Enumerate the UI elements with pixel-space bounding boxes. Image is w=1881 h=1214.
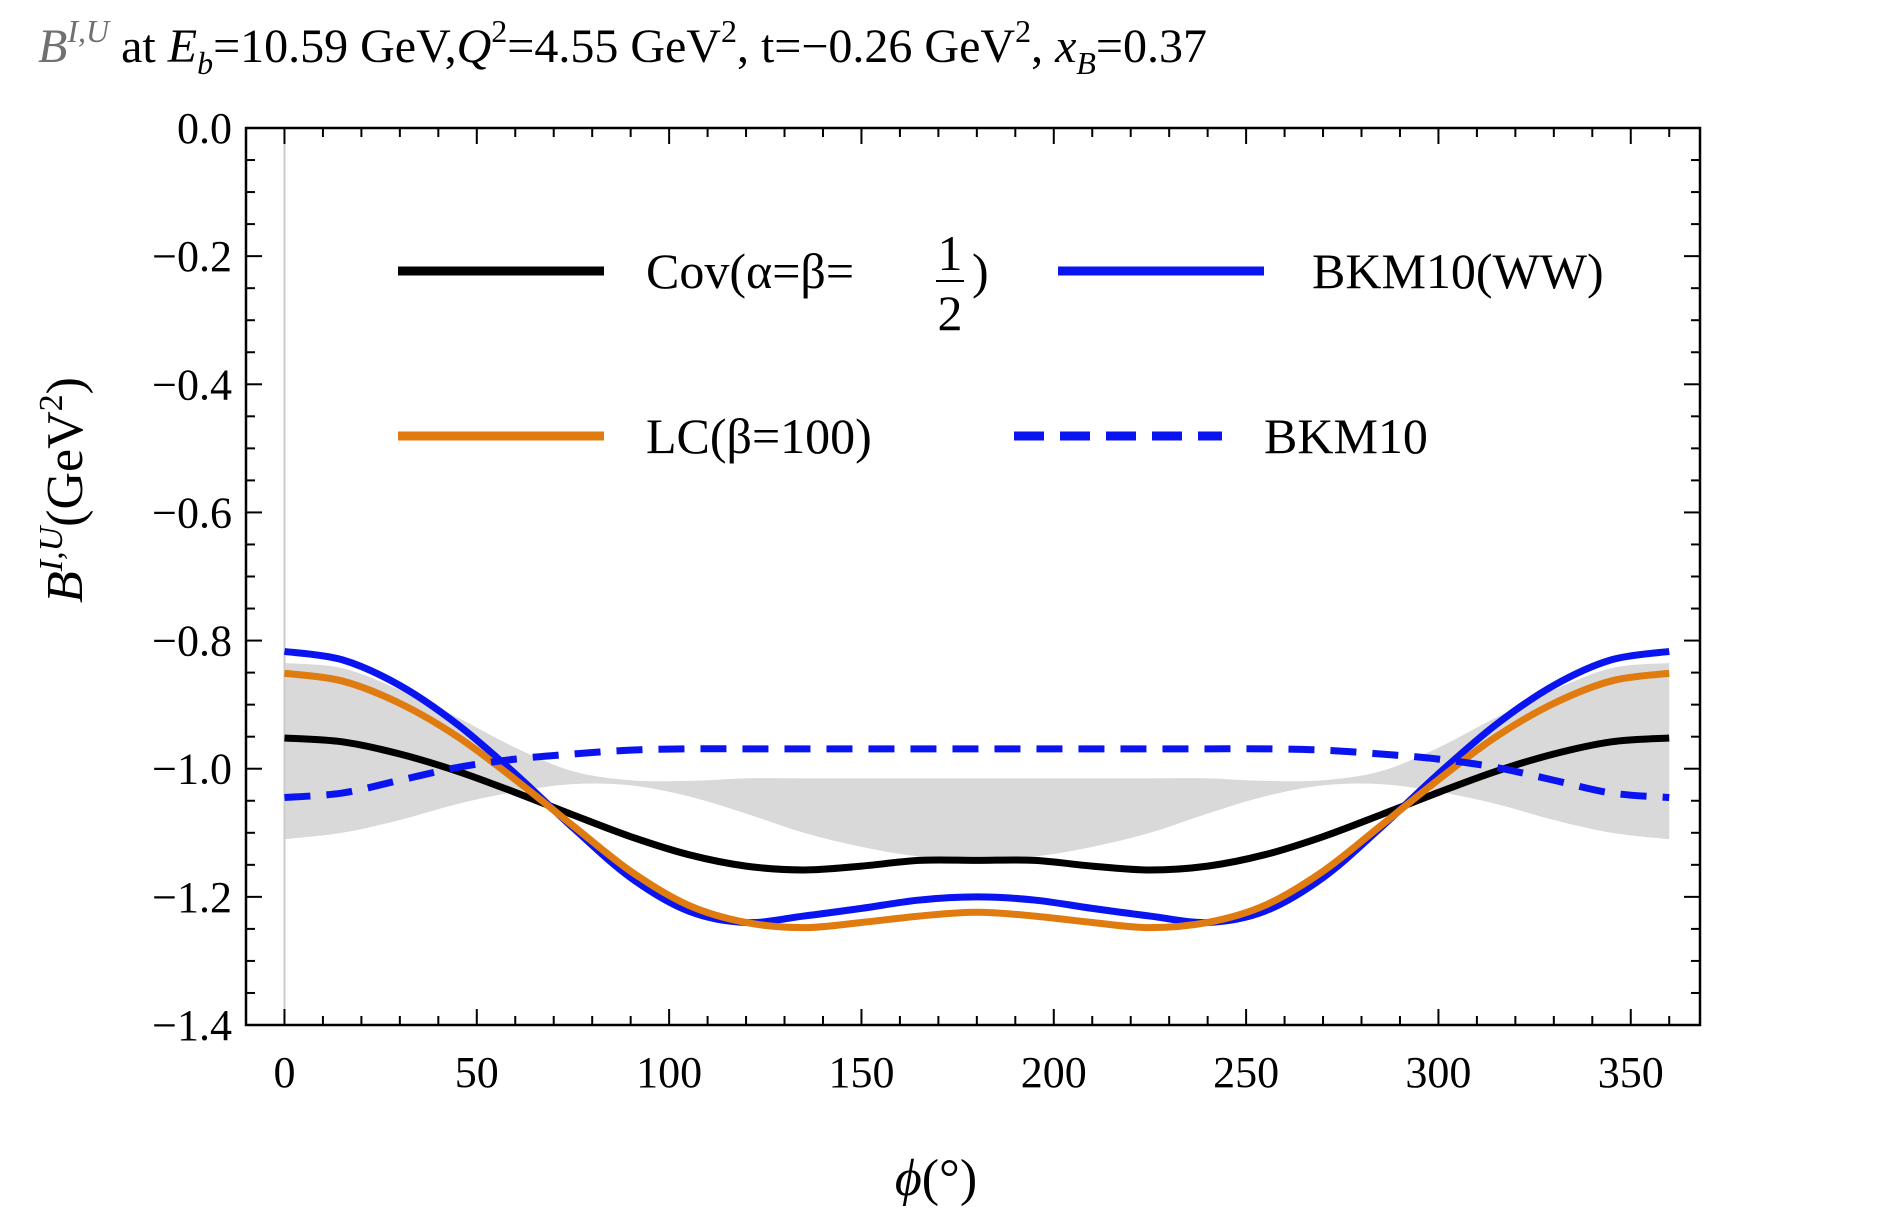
series-line-bkm10: [284, 745, 1670, 802]
x-tick-label: 200: [1021, 1048, 1087, 1097]
ticks-layer: [245, 127, 1700, 1026]
x-tick-label: 150: [828, 1048, 894, 1097]
x-axis-label: ϕ(°): [895, 1150, 977, 1207]
y-tick-label: −0.2: [152, 232, 232, 281]
series-line-lc: [284, 669, 1670, 932]
x-tick-label: 250: [1213, 1048, 1279, 1097]
x-tick-labels: 0 50 100 150 200 250 300 350: [273, 1048, 1663, 1097]
y-tick-label: −1.4: [152, 1001, 232, 1050]
y-tick-label: −1.2: [152, 873, 232, 922]
series-line-bkm10ww: [283, 647, 1670, 927]
y-tick-label: −0.8: [152, 617, 232, 666]
legend-close-cov: ): [972, 243, 989, 299]
legend-label-cov: Cov(α=β=: [646, 243, 854, 299]
y-tick-label: −0.4: [152, 360, 232, 409]
series-line-cov: [284, 734, 1670, 874]
x-tick-label: 100: [636, 1048, 702, 1097]
x-tick-label: 0: [273, 1048, 295, 1097]
uncertainty-band: [284, 662, 1670, 860]
plot-area: 0 50 100 150 200 250 300 350 0.0 −0.2 −0.4 −0.6 −0.…: [152, 104, 1702, 1097]
y-tick-label: −0.6: [152, 488, 232, 537]
x-tick-label: 350: [1598, 1048, 1664, 1097]
y-tick-label: −1.0: [152, 745, 232, 794]
y-tick-labels: 0.0 −0.2 −0.4 −0.6 −0.8 −1.0 −1.2 −1.4: [152, 104, 232, 1050]
legend: Cov(α=β= 1 2 ) BKM10(WW) LC(β=100) BKM10: [398, 225, 1604, 464]
legend-label-bkm10: BKM10: [1264, 408, 1428, 464]
uncertainty-band-layer: [284, 662, 1670, 860]
x-tick-label: 50: [455, 1048, 499, 1097]
legend-frac-num: 1: [938, 225, 963, 281]
legend-label-bkm10ww: BKM10(WW): [1312, 243, 1604, 299]
legend-label-lc: LC(β=100): [646, 408, 872, 464]
x-tick-label: 300: [1405, 1048, 1471, 1097]
y-axis-label: BI,U(GeV2): [33, 377, 94, 603]
y-tick-label: 0.0: [177, 104, 232, 153]
chart-title: BI,U at Eb=10.59 GeV,Q2=4.55 GeV2, t=−0.…: [38, 13, 1207, 81]
series-layer: [283, 647, 1670, 932]
legend-frac-den: 2: [938, 285, 963, 341]
